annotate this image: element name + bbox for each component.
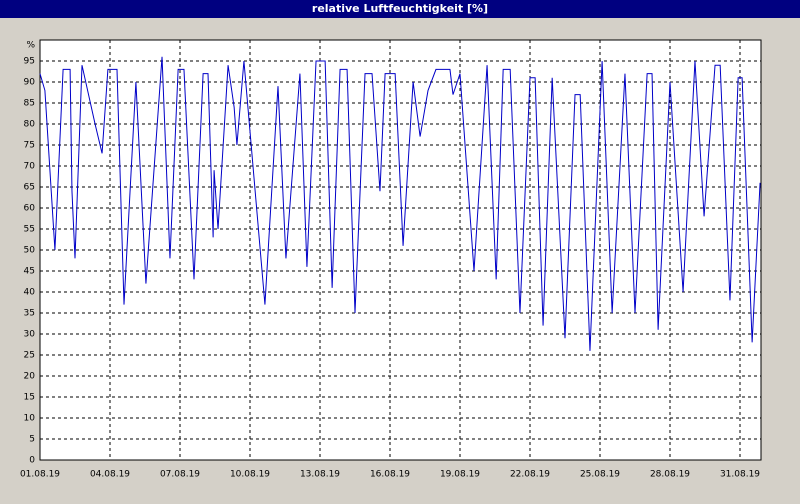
plot-border [39, 39, 762, 461]
y-axis-label: % [26, 41, 35, 51]
y-tick-label: 10 [24, 414, 36, 424]
y-tick-label: 0 [29, 456, 35, 466]
y-tick-label: 20 [24, 372, 36, 382]
x-tick-label: 16.08.19 [370, 470, 410, 480]
chart-title: relative Luftfeuchtigkeit [%] [312, 2, 488, 15]
x-tick-label: 01.08.19 [20, 470, 60, 480]
y-tick-label: 95 [24, 57, 35, 67]
x-tick-label: 19.08.19 [440, 470, 480, 480]
y-tick-label: 65 [24, 183, 35, 193]
x-tick-label: 28.08.19 [650, 470, 690, 480]
y-tick-label: 5 [29, 435, 35, 445]
y-tick-label: 90 [24, 78, 36, 88]
x-tick-label: 31.08.19 [720, 470, 760, 480]
y-tick-label: 55 [24, 225, 35, 235]
y-tick-label: 30 [24, 330, 36, 340]
y-tick-label: 35 [24, 309, 35, 319]
y-tick-label: 40 [24, 288, 36, 298]
humidity-line [39, 56, 761, 351]
x-tick-label: 04.08.19 [90, 470, 130, 480]
y-tick-label: 85 [24, 99, 35, 109]
x-tick-label: 25.08.19 [580, 470, 620, 480]
y-tick-label: 60 [24, 204, 36, 214]
y-tick-label: 75 [24, 141, 35, 151]
y-tick-label: 80 [24, 120, 36, 130]
y-tick-label: 50 [24, 246, 36, 256]
x-tick-label: 10.08.19 [230, 470, 270, 480]
x-tick-label: 13.08.19 [300, 470, 340, 480]
y-tick-label: 45 [24, 267, 35, 277]
y-tick-label: 70 [24, 162, 36, 172]
y-tick-label: 15 [24, 393, 35, 403]
title-bar [0, 0, 800, 18]
x-tick-label: 22.08.19 [510, 470, 550, 480]
y-tick-label: 25 [24, 351, 35, 361]
x-tick-label: 07.08.19 [160, 470, 200, 480]
